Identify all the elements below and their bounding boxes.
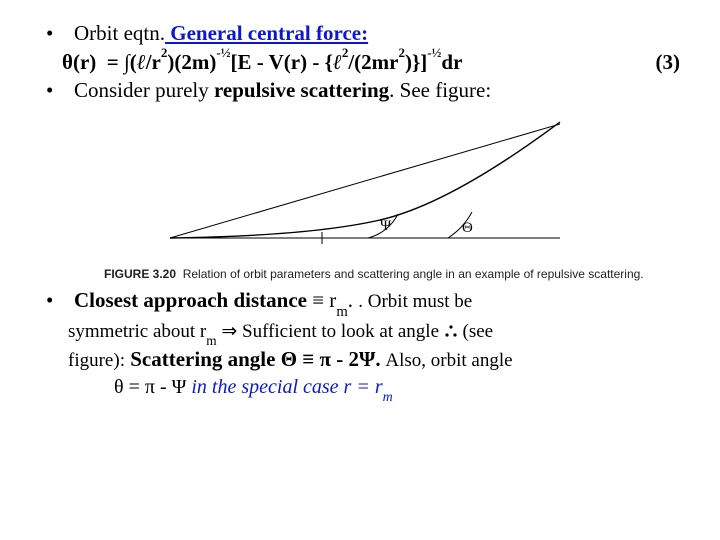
bullet-dot: •	[40, 20, 74, 47]
theta-pi-psi: θ = π - Ψ	[114, 376, 191, 398]
special-case-text: in the special case r = rm	[191, 376, 392, 398]
theta-special-case: θ = π - Ψ in the special case r = rm	[40, 374, 680, 404]
figure-caption-text: Relation of orbit parameters and scatter…	[183, 267, 644, 281]
sub-line-2: figure): Scattering angle Θ ≡ π - 2Ψ. Al…	[40, 346, 680, 374]
psi-label: Ψ	[380, 218, 392, 234]
theta-label: Θ	[462, 220, 473, 236]
bullet-2: • Consider purely repulsive scattering. …	[40, 77, 680, 104]
closest-approach-text: Closest approach distance	[74, 288, 307, 312]
figure-caption-label: FIGURE 3.20	[104, 267, 176, 281]
see-figure-text: . See figure:	[389, 78, 491, 102]
orbit-must-be: . Orbit must be	[358, 291, 472, 312]
bullet-dot: •	[40, 77, 74, 104]
bullet-3-content: Closest approach distance ≡ rm. . Orbit …	[74, 287, 680, 318]
scattering-angle-def: Scattering angle Θ ≡ π - 2Ψ.	[125, 347, 381, 371]
scattering-diagram-svg: Ψ Θ	[150, 110, 570, 260]
also-orbit-angle: Also, orbit angle	[385, 350, 512, 371]
general-central-force: General central force:	[165, 21, 368, 45]
consider-text: Consider purely	[74, 78, 214, 102]
figure-colon: figure):	[68, 350, 125, 371]
equiv-rm: ≡ rm.	[307, 288, 353, 312]
bullet-1: • Orbit eqtn. General central force:	[40, 20, 680, 47]
bullet-2-content: Consider purely repulsive scattering. Se…	[74, 77, 680, 104]
orbit-eqtn-text: Orbit eqtn.	[74, 21, 165, 45]
figure-caption: FIGURE 3.20 Relation of orbit parameters…	[40, 267, 680, 283]
bullet-1-content: Orbit eqtn. General central force:	[74, 20, 680, 47]
sub-line-1: symmetric about rm ⇒ Sufficient to look …	[40, 320, 680, 346]
implies-text: ⇒ Sufficient to look at angle	[217, 321, 444, 342]
scattering-figure: Ψ Θ FIGURE 3.20 Relation of orbit parame…	[40, 110, 680, 283]
asymptote-upper	[170, 124, 560, 238]
repulsive-scattering-text: repulsive scattering	[214, 78, 389, 102]
orbit-equation-line: θ(r) = ∫(ℓ/r2)(2m)-½[E - V(r) - {ℓ2/(2mr…	[40, 49, 680, 76]
bullet-3: • Closest approach distance ≡ rm. . Orbi…	[40, 287, 680, 318]
therefore-icon	[444, 324, 458, 338]
equation-label: (3)	[656, 49, 681, 76]
symmetric-text: symmetric about rm	[68, 321, 217, 342]
see-paren: (see	[463, 321, 494, 342]
bullet-dot: •	[40, 287, 74, 314]
orbit-equation: θ(r) = ∫(ℓ/r2)(2m)-½[E - V(r) - {ℓ2/(2mr…	[62, 50, 462, 74]
